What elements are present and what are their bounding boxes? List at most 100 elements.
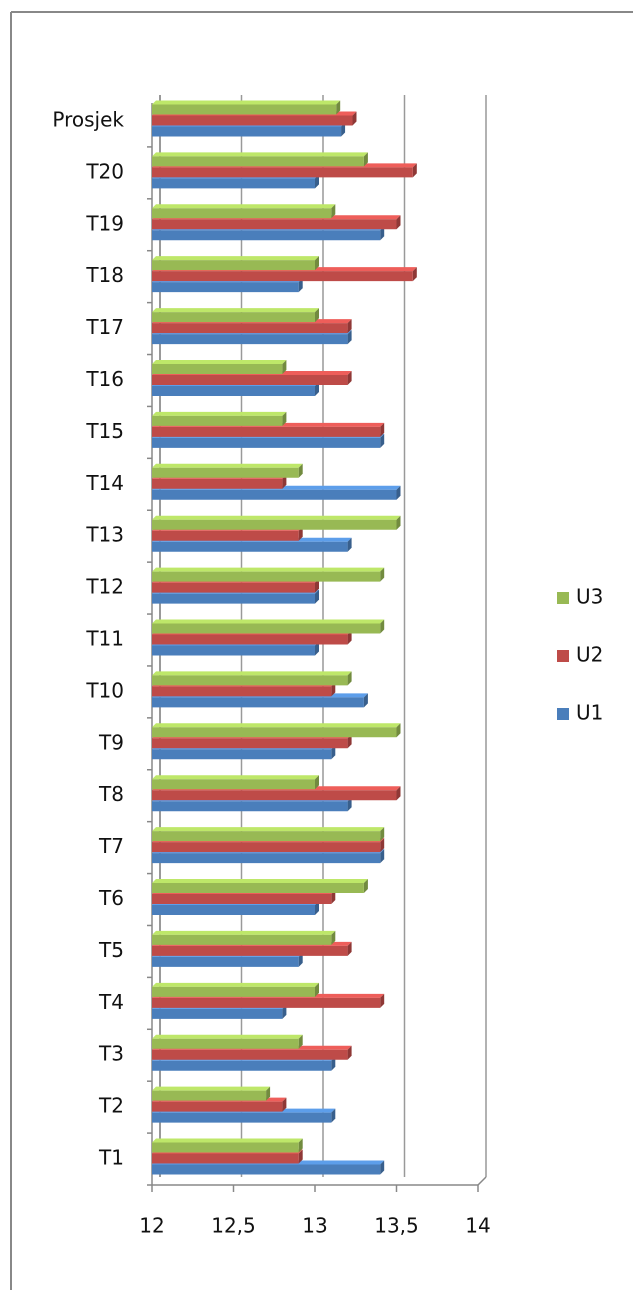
bar-face — [152, 271, 413, 282]
bar-face — [152, 775, 319, 780]
bar-face — [152, 374, 348, 385]
bar-face — [152, 100, 341, 105]
bar-face — [396, 485, 401, 500]
bar-face — [347, 671, 352, 686]
bar-face — [315, 641, 319, 656]
bar-face — [152, 1090, 267, 1101]
bar-face — [315, 982, 319, 997]
bar-face — [412, 163, 417, 178]
bar-face — [152, 167, 413, 178]
bar-face — [152, 697, 364, 708]
bar-face — [152, 582, 315, 593]
y-tick-label: T19 — [85, 211, 124, 235]
bar-face — [315, 381, 319, 396]
bar — [152, 723, 401, 738]
bar-face — [152, 312, 315, 323]
legend-swatch — [557, 592, 569, 604]
bar-face — [152, 363, 283, 374]
bar-face — [347, 630, 352, 645]
x-tick-label: 14 — [465, 1214, 490, 1238]
bar-face — [380, 849, 385, 864]
bar-face — [152, 308, 319, 313]
bar-face — [152, 104, 337, 115]
bar — [152, 152, 368, 167]
bar — [152, 463, 303, 478]
bar-face — [282, 474, 287, 489]
bar-face — [347, 734, 352, 749]
bar-face — [152, 359, 287, 364]
bar-face — [412, 267, 417, 282]
y-tick-label: T20 — [85, 159, 124, 183]
bar-face — [152, 997, 381, 1008]
bar-face — [347, 941, 352, 956]
bar-face — [152, 853, 381, 864]
bar-face — [152, 426, 381, 437]
bar-face — [380, 1160, 385, 1175]
bar-face — [380, 827, 385, 842]
bar-face — [152, 1049, 348, 1060]
bar-face — [152, 779, 315, 790]
bar-face — [152, 634, 348, 645]
bar-face — [152, 842, 381, 853]
bar-face — [298, 278, 303, 293]
bar — [152, 930, 336, 945]
bar-face — [331, 890, 336, 905]
bar-face — [152, 1038, 299, 1049]
bar-face — [152, 282, 299, 293]
y-tick-label: T2 — [98, 1094, 124, 1118]
bar-face — [152, 323, 348, 334]
bar — [152, 1138, 303, 1153]
bar-face — [152, 623, 381, 634]
bar-face — [152, 208, 332, 219]
bar — [152, 671, 352, 686]
bar-face — [152, 905, 315, 916]
y-tick-label: T13 — [85, 523, 124, 547]
bar-face — [152, 115, 353, 126]
y-tick-label: T10 — [85, 678, 124, 702]
bar-face — [152, 467, 299, 478]
bar-face — [298, 1149, 303, 1164]
bar-face — [380, 838, 385, 853]
bar-face — [152, 645, 315, 656]
bar-face — [331, 745, 336, 760]
bar-face — [152, 982, 319, 987]
x-tick-label: 12,5 — [211, 1214, 256, 1238]
floor-edge — [477, 1176, 487, 1186]
bar-face — [152, 567, 385, 572]
bar — [152, 359, 287, 374]
bar-face — [152, 801, 348, 812]
bar-face — [282, 359, 287, 374]
bar-face — [152, 152, 368, 157]
bar-face — [152, 930, 336, 935]
bar-face — [298, 463, 303, 478]
bar-face — [336, 100, 341, 115]
y-tick-label: T18 — [85, 263, 124, 287]
bar-face — [152, 945, 348, 956]
bar-face — [152, 738, 348, 749]
bar-face — [152, 1101, 283, 1112]
bar-face — [315, 901, 319, 916]
bar-face — [152, 934, 332, 945]
bar — [152, 775, 319, 790]
bar-face — [152, 415, 283, 426]
bar-face — [363, 879, 368, 894]
bar-face — [363, 152, 368, 167]
bar — [152, 567, 385, 582]
legend-swatch — [557, 708, 569, 720]
bar — [152, 1086, 271, 1101]
bar-face — [380, 567, 385, 582]
y-tick-label: T17 — [85, 315, 124, 339]
y-tick-label: T9 — [98, 730, 124, 754]
bar-face — [363, 693, 368, 708]
bar-face — [152, 178, 315, 189]
bar — [152, 100, 341, 115]
y-tick-label: Prosjek — [52, 107, 124, 131]
y-tick-label: T5 — [98, 938, 124, 962]
bar-face — [298, 526, 303, 541]
bar-face — [152, 204, 336, 209]
bar-face — [331, 682, 336, 697]
bar-face — [152, 749, 332, 760]
bar-face — [152, 986, 315, 997]
bar-face — [152, 827, 385, 832]
